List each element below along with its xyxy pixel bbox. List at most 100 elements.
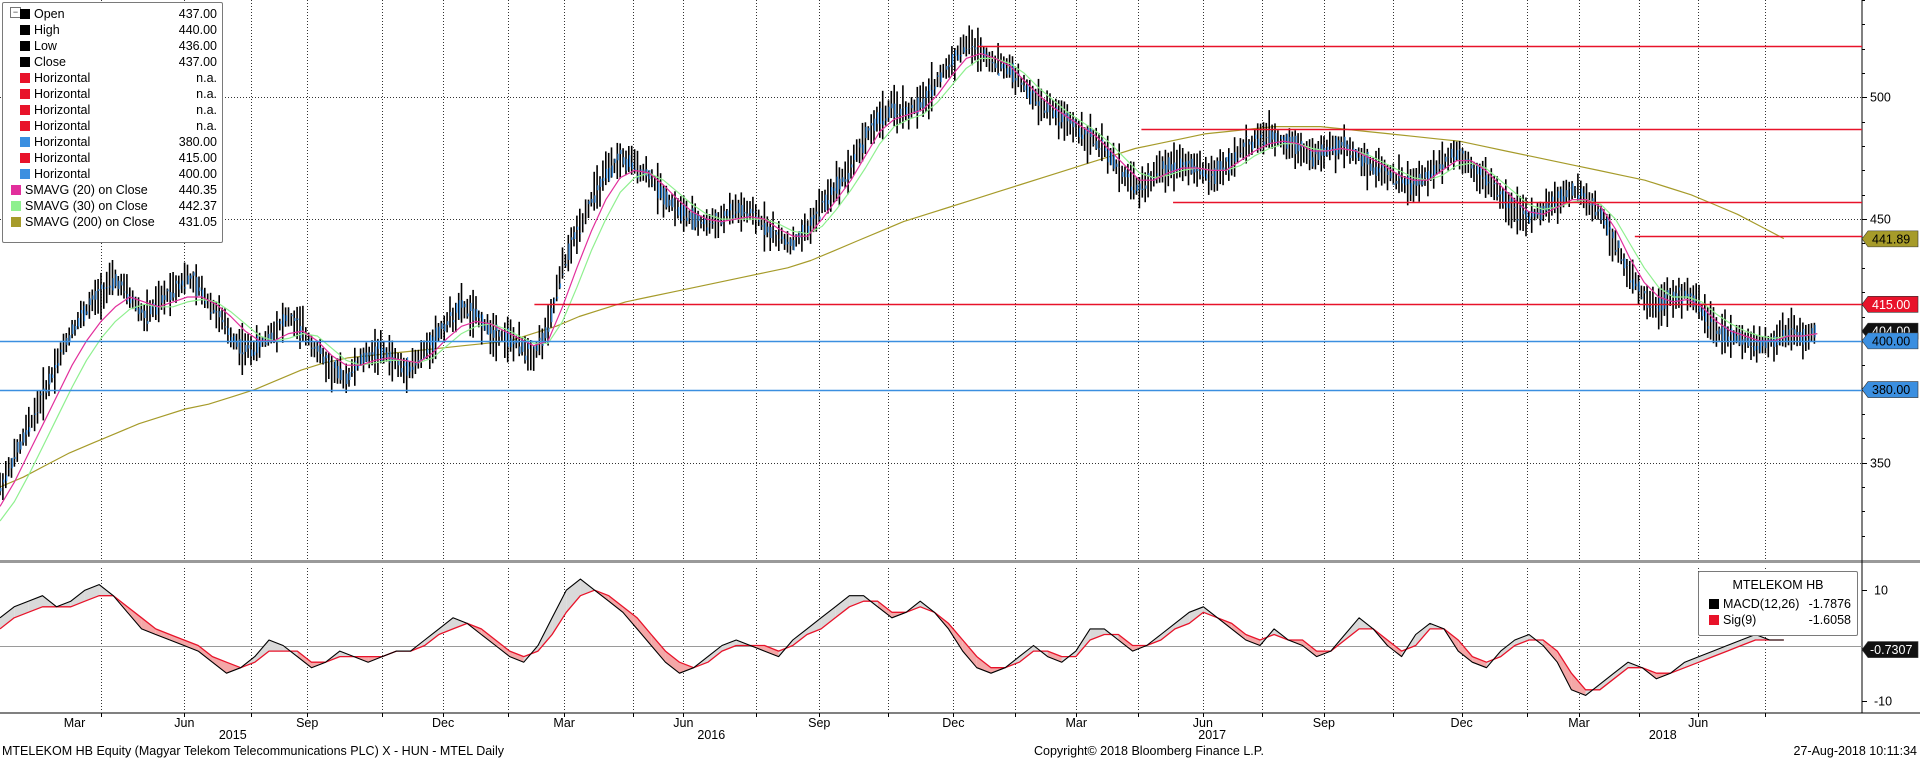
macd-fill xyxy=(566,579,581,613)
macd-fill xyxy=(1231,623,1246,640)
macd-legend-value: -1.7876 xyxy=(1808,597,1851,611)
macd-fill xyxy=(212,656,227,674)
macd-fill xyxy=(665,651,680,674)
macd-legend: MTELEKOM HB MACD(12,26) -1.7876 Sig(9) -… xyxy=(1698,571,1858,636)
legend-swatch xyxy=(11,201,21,211)
price-tag xyxy=(1861,296,1919,313)
x-month-label: Sep xyxy=(296,716,318,730)
signal-line xyxy=(0,589,1784,691)
macd-tag-label: -0.7307 xyxy=(1870,643,1912,657)
macd-y-tick-label: 10 xyxy=(1874,584,1888,598)
macd-fill xyxy=(1500,640,1515,657)
legend-row: Open 437.00 xyxy=(3,6,222,22)
x-month-label: Mar xyxy=(1568,716,1590,730)
x-year-label: 2015 xyxy=(219,728,247,742)
price-tag xyxy=(1861,381,1919,398)
macd-fill xyxy=(764,645,779,657)
macd-fill xyxy=(1401,634,1416,657)
legend-value: n.a. xyxy=(196,103,217,117)
legend-swatch xyxy=(20,73,30,83)
macd-tag xyxy=(1861,641,1919,658)
price-tag-label: 380.00 xyxy=(1872,383,1910,397)
macd-fill xyxy=(169,634,184,646)
macd-fill xyxy=(127,606,142,629)
x-month-label: Dec xyxy=(1451,716,1473,730)
legend-label: Horizontal xyxy=(34,119,91,133)
macd-fill xyxy=(481,628,496,646)
macd-fill xyxy=(424,628,439,646)
footer-security: MTELEKOM HB Equity (Magyar Telekom Telec… xyxy=(2,744,504,758)
macd-fill xyxy=(1472,656,1487,668)
macd-fill xyxy=(538,617,553,652)
macd-fill xyxy=(0,606,15,629)
macd-fill xyxy=(1514,634,1529,646)
legend-row: Horizontal n.a. xyxy=(3,118,222,134)
price-legend: − Open 437.00 High 440.00 Low 436.00 Close 437.… xyxy=(2,2,223,243)
macd-fill xyxy=(1571,673,1586,696)
legend-swatch xyxy=(20,89,30,99)
legend-value: 415.00 xyxy=(178,151,217,165)
macd-fill xyxy=(184,640,199,652)
macd-fill xyxy=(835,595,850,618)
macd-fill xyxy=(679,662,694,674)
x-month-label: Sep xyxy=(1313,716,1335,730)
macd-fill xyxy=(807,617,822,635)
legend-row: SMAVG (200) on Close 431.05 xyxy=(3,214,222,230)
macd-fill xyxy=(1698,651,1713,663)
macd-legend-label: MACD(12,26) xyxy=(1723,597,1800,611)
sma30-line xyxy=(0,57,1818,522)
legend-row: Horizontal 415.00 xyxy=(3,150,222,166)
legend-label: Open xyxy=(34,7,65,21)
macd-fill xyxy=(1557,651,1572,690)
price-tag xyxy=(1861,230,1919,248)
panel-divider xyxy=(0,560,1920,563)
macd-line xyxy=(0,578,1784,696)
macd-fill xyxy=(948,623,963,652)
legend-value: 437.00 xyxy=(178,7,217,21)
legend-label: Horizontal xyxy=(34,151,91,165)
legend-label: Horizontal xyxy=(34,71,91,85)
macd-fill xyxy=(1090,628,1105,640)
x-year-label: 2017 xyxy=(1198,728,1226,742)
macd-fill xyxy=(608,595,623,613)
legend-label: Horizontal xyxy=(34,135,91,149)
macd-fill xyxy=(1741,634,1756,646)
x-year-label: 2016 xyxy=(697,728,725,742)
signal-legend-row: Sig(9) -1.6058 xyxy=(1699,612,1857,628)
legend-label: Close xyxy=(34,55,66,69)
macd-fill xyxy=(622,606,638,629)
x-month-label: Mar xyxy=(553,716,575,730)
legend-swatch xyxy=(11,217,21,227)
legend-swatch xyxy=(11,185,21,195)
macd-fill xyxy=(722,640,737,652)
price-tag-label: 415.00 xyxy=(1872,298,1910,312)
macd-fill xyxy=(1613,662,1629,679)
x-month-label: Jun xyxy=(1688,716,1708,730)
sma20-line xyxy=(0,52,1818,507)
macd-fill xyxy=(1344,617,1360,640)
legend-value: 380.00 xyxy=(178,135,217,149)
legend-label: SMAVG (30) on Close xyxy=(25,199,148,213)
macd-fill xyxy=(1019,645,1034,663)
macd-fill xyxy=(70,590,85,607)
macd-fill xyxy=(877,601,892,618)
legend-row: High 440.00 xyxy=(3,22,222,38)
x-month-label: Sep xyxy=(808,716,830,730)
x-year-label: 2018 xyxy=(1649,728,1677,742)
macd-fill xyxy=(637,617,652,646)
macd-fill xyxy=(1118,634,1133,652)
signal-swatch xyxy=(1709,615,1719,625)
macd-legend-title: MTELEKOM HB xyxy=(1732,578,1824,592)
legend-label: High xyxy=(34,23,60,37)
macd-fill xyxy=(1047,651,1062,663)
legend-row: SMAVG (30) on Close 442.37 xyxy=(3,198,222,214)
macd-fill xyxy=(1415,623,1430,646)
macd-fill xyxy=(226,662,241,674)
macd-fill xyxy=(198,645,213,663)
macd-y-tick-label: -10 xyxy=(1874,695,1892,709)
macd-fill xyxy=(141,617,156,635)
signal-legend-value: -1.6058 xyxy=(1808,613,1851,627)
macd-fill xyxy=(849,595,864,607)
legend-label: SMAVG (20) on Close xyxy=(25,183,148,197)
